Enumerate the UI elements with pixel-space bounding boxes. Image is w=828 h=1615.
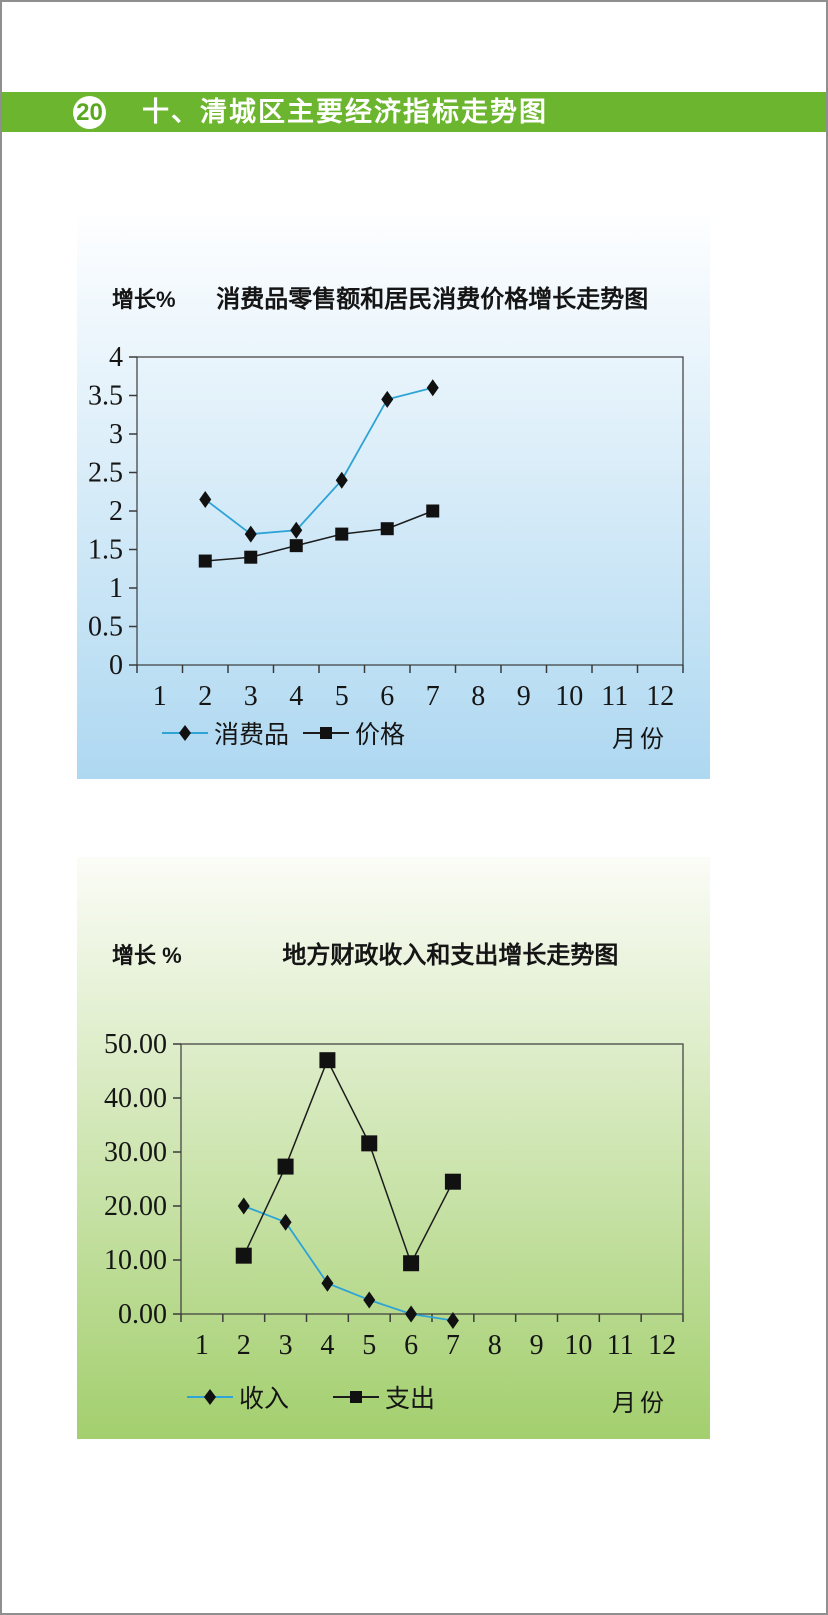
svg-text:5: 5 [362,1330,376,1361]
svg-text:4: 4 [109,342,123,373]
y-axis-label: 增长 % [112,943,182,968]
svg-text:1: 1 [195,1330,209,1361]
svg-text:8: 8 [488,1330,502,1361]
svg-text:4: 4 [320,1330,334,1361]
chart-heading: 增长% 消费品零售额和居民消费价格增长走势图 [112,279,648,314]
chart-panel-consumer-price: 0 0.5 1 1.5 2 2.5 3 3.5 4 1 2 3 4 5 6 7 8 9 10 11 12 增长% 消费品… [77,217,710,779]
svg-text:7: 7 [426,681,440,712]
x-axis-label: 月份 [612,1391,668,1417]
svg-text:10: 10 [564,1330,592,1361]
chart-legend: 消费品 价格 [162,715,405,751]
svg-text:6: 6 [404,1330,418,1361]
svg-text:0.00: 0.00 [118,1299,167,1330]
svg-text:7: 7 [446,1330,460,1361]
diamond-marker-icon [179,725,191,741]
chart-panel-fiscal: 0.00 10.00 20.00 30.00 40.00 50.00 1 2 3 4 5 6 7 8 9 10… [77,857,710,1439]
legend-label: 收入 [239,1386,290,1413]
svg-text:0.5: 0.5 [88,612,123,643]
series-line-swatch [162,725,208,741]
svg-text:3: 3 [109,419,123,450]
svg-text:2.5: 2.5 [88,458,123,489]
svg-text:50.00: 50.00 [104,1029,167,1060]
legend-item-expenditure: 支出 [333,1379,435,1415]
svg-text:0: 0 [109,650,123,681]
svg-text:1: 1 [109,573,123,604]
diamond-marker-icon [204,1389,216,1405]
svg-text:5: 5 [335,681,349,712]
svg-text:3.5: 3.5 [88,381,123,412]
series-line-swatch [187,1389,233,1405]
svg-text:2: 2 [237,1330,251,1361]
legend-label: 价格 [355,722,406,749]
svg-text:8: 8 [471,681,485,712]
series-line-swatch [333,1391,380,1403]
header-bar: 20 十、清城区主要经济指标走势图 [2,92,826,132]
page-number-badge: 20 [73,96,106,129]
svg-text:11: 11 [601,681,628,712]
svg-text:4: 4 [289,681,303,712]
page-title: 十、清城区主要经济指标走势图 [142,97,548,127]
svg-text:12: 12 [646,681,674,712]
svg-text:20.00: 20.00 [104,1191,167,1222]
legend-item-price: 价格 [303,715,405,751]
svg-text:3: 3 [244,681,258,712]
series-line-swatch [303,727,350,739]
svg-text:30.00: 30.00 [104,1137,167,1168]
chart-heading: 增长 % 地方财政收入和支出增长走势图 [112,935,618,970]
svg-text:11: 11 [607,1330,634,1361]
svg-text:9: 9 [530,1330,544,1361]
chart-legend: 收入 支出 [187,1379,435,1415]
svg-text:9: 9 [517,681,531,712]
page-number: 20 [76,98,103,126]
chart-canvas-consumer-price: 00.511.522.533.541 2 3 4 5 6 7 8 9 10 11 12 [88,342,684,712]
legend-label: 消费品 [214,722,290,749]
svg-text:1: 1 [153,681,167,712]
square-marker-icon [320,727,333,739]
svg-text:40.00: 40.00 [104,1083,167,1114]
svg-text:2: 2 [198,681,212,712]
y-axis-label: 增长% [112,287,176,312]
x-axis-label: 月份 [612,727,668,753]
svg-text:6: 6 [380,681,394,712]
chart-title: 地方财政收入和支出增长走势图 [282,942,619,969]
svg-text:2: 2 [109,496,123,527]
legend-item-revenue: 收入 [187,1379,289,1415]
svg-text:10.00: 10.00 [104,1245,167,1276]
chart-title: 消费品零售额和居民消费价格增长走势图 [216,286,649,313]
svg-text:3: 3 [279,1330,293,1361]
square-marker-icon [350,1391,363,1403]
svg-text:12: 12 [648,1330,676,1361]
legend-label: 支出 [385,1386,436,1413]
svg-text:1.5: 1.5 [88,535,123,566]
legend-item-consumer-goods: 消费品 [162,715,289,751]
svg-text:10: 10 [555,681,583,712]
